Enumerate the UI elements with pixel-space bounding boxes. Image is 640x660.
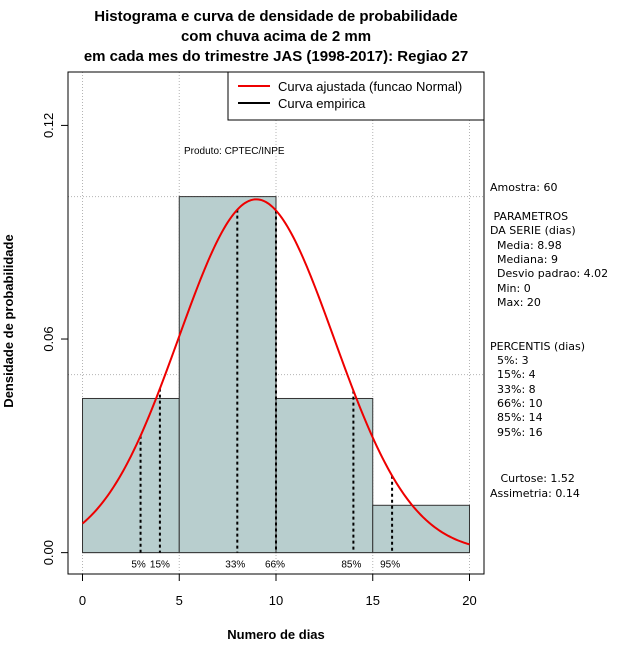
stat-p95: 95%: 16 [490,426,543,439]
y-axis-label: Densidade de probabilidade [1,234,16,407]
legend-fit-label: Curva ajustada (funcao Normal) [278,79,462,94]
percentile-label-1: 15% [150,560,170,571]
legend-box [227,71,485,121]
stat-media: Media: 8.98 [490,239,562,252]
stat-p15: 15%: 4 [490,368,536,381]
percentile-label-3: 66% [265,560,285,571]
sample-size: Amostra: 60 [490,181,558,194]
histogram-bars [82,196,470,554]
stat-p5: 5%: 3 [490,354,529,367]
percentile-label-0: 5% [131,560,146,571]
legend: Curva ajustada (funcao Normal) Curva emp… [227,71,485,121]
x-axis-label: Numero de dias [227,627,325,642]
stat-assimetria: Assimetria: 0.14 [490,487,580,500]
y-tick-label-0: 0.00 [41,540,56,565]
x-tick-label-1: 5 [176,593,183,608]
x-axis: 0 5 10 15 20 [79,573,477,608]
percentile-label-2: 33% [225,560,245,571]
product-label: Produto: CPTEC/INPE [184,146,285,157]
histogram-bar-1 [178,196,277,554]
x-tick-label-4: 20 [462,593,476,608]
params-title-2: DA SERIE (dias) [490,224,576,237]
x-tick-label-3: 15 [366,593,380,608]
normal-fit-curve [81,198,470,546]
params-title-1: PARAMETROS [490,210,569,223]
stat-p85: 85%: 14 [490,411,543,424]
percentile-label-5: 95% [380,560,400,571]
histogram-bar-3 [372,504,470,554]
stat-mediana: Mediana: 9 [490,253,558,266]
percentile-lines: 5% 15% 33% 66% 85% 95% [131,209,400,571]
stat-min: Min: 0 [490,282,531,295]
chart-title-line-3: em cada mes do trimestre JAS (1998-2017)… [84,48,468,65]
chart-title-line-1: Histograma e curva de densidade de proba… [94,8,457,25]
x-tick-label-0: 0 [79,593,86,608]
y-tick-label-2: 0.12 [41,113,56,138]
y-tick-label-1: 0.06 [41,326,56,351]
legend-empirical-label: Curva empirica [278,96,366,111]
percentis-title: PERCENTIS (dias) [490,340,586,353]
histogram-bar-0 [82,397,180,554]
stat-curtose: Curtose: 1.52 [490,472,575,485]
y-axis: 0.00 0.06 0.12 [41,113,69,565]
chart-title-line-2: com chuva acima de 2 mm [181,28,371,45]
histogram-bar-2 [275,397,374,554]
x-tick-label-2: 10 [269,593,283,608]
percentile-label-4: 85% [341,560,361,571]
stat-max: Max: 20 [490,296,541,309]
stat-p33: 33%: 8 [490,383,536,396]
stat-desvio: Desvio padrao: 4.02 [490,267,609,280]
stat-p66: 66%: 10 [490,397,543,410]
